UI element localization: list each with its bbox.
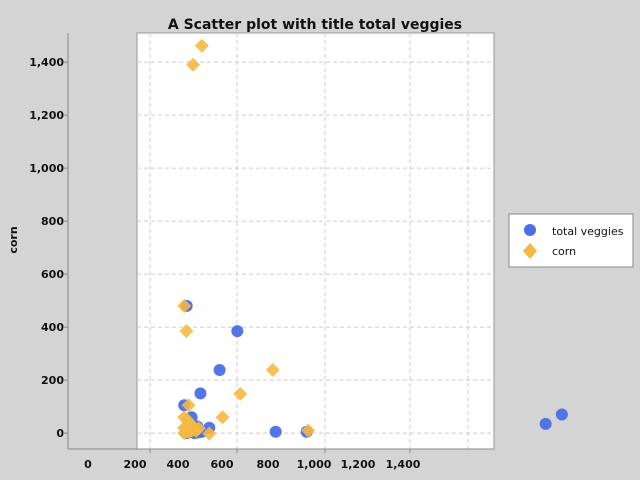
point-total-veggies [213, 364, 226, 377]
x-tick-label: 0 [84, 458, 92, 471]
legend-marker-corn [523, 243, 537, 259]
point-corn [194, 38, 209, 53]
x-tick-label: 800 [257, 458, 280, 471]
point-total-veggies [231, 325, 244, 338]
x-tick-label: 200 [124, 458, 147, 471]
point-corn [181, 398, 196, 413]
x-tick-label: 600 [211, 458, 234, 471]
legend-box [508, 213, 634, 268]
point-total-veggies [194, 387, 207, 400]
point-corn [191, 421, 206, 436]
point-total-veggies [539, 417, 552, 430]
x-tick-label: 1,400 [386, 458, 421, 471]
grid-lines [137, 33, 494, 449]
legend-label-corn: corn [552, 245, 576, 258]
y-axis-label: corn [7, 226, 20, 253]
y-tick-label: 200 [41, 374, 64, 387]
point-corn [179, 324, 194, 339]
point-total-veggies [269, 425, 282, 438]
x-tick-label: 1,000 [297, 458, 332, 471]
x-axis-ticks: 0 200 400 600 800 1,000 1,200 1,400 [84, 449, 421, 471]
point-corn [186, 57, 201, 72]
point-corn [177, 426, 192, 441]
y-tick-label: 0 [56, 427, 64, 440]
point-corn [233, 386, 248, 401]
chart-title: A Scatter plot with title total veggies [168, 17, 462, 33]
y-tick-label: 1,400 [29, 56, 64, 69]
y-tick-label: 400 [41, 321, 64, 334]
point-corn [265, 363, 280, 378]
legend-label-total-veggies: total veggies [552, 225, 624, 238]
plot-area [136, 32, 495, 450]
point-total-veggies [555, 408, 568, 421]
point-corn [177, 298, 192, 313]
y-tick-label: 1,200 [29, 109, 64, 122]
point-corn [202, 426, 217, 441]
y-axis-ticks: 0 200 400 600 800 1,000 1,200 1,400 [29, 56, 68, 440]
data-points [177, 38, 568, 441]
x-tick-label: 1,200 [341, 458, 376, 471]
y-tick-label: 800 [41, 215, 64, 228]
legend-marker-total-veggies [524, 224, 536, 236]
legend: total veggies corn [508, 213, 634, 268]
point-corn [215, 410, 230, 425]
y-tick-label: 600 [41, 268, 64, 281]
x-tick-label: 400 [167, 458, 190, 471]
point-corn [301, 423, 316, 438]
y-tick-label: 1,000 [29, 162, 64, 175]
